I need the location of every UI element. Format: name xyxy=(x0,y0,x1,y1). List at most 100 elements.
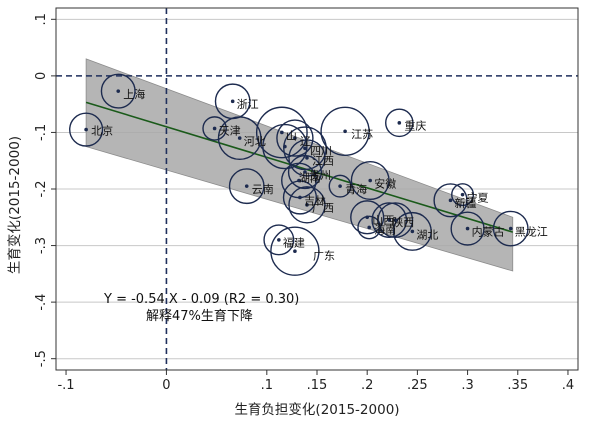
point-bubble xyxy=(320,106,370,157)
explained-share-note: 解释47%生育下降 xyxy=(146,308,253,324)
point-marker xyxy=(244,184,249,188)
point-label: 河北 xyxy=(244,135,266,148)
point-bubble xyxy=(217,116,262,160)
point-marker xyxy=(338,184,342,188)
point-label: 新疆 xyxy=(455,196,477,210)
point-marker xyxy=(303,146,307,151)
point-bubble xyxy=(276,119,314,157)
point-bubble xyxy=(263,224,295,256)
fit-line-layer xyxy=(85,101,513,233)
data-point xyxy=(450,211,485,246)
point-label: 贵州 xyxy=(309,169,331,182)
point-label: 内蒙古 xyxy=(472,224,505,238)
y-tick-label: -.2 xyxy=(34,180,49,197)
x-tick-label: .2 xyxy=(361,378,373,393)
point-label: 安徽 xyxy=(374,176,396,190)
x-tick-label: .35 xyxy=(507,378,528,393)
x-axis-ticks: -.1 0 .1 .15 .2 .25 .3 .35 .4 xyxy=(57,370,574,393)
point-marker xyxy=(303,170,307,174)
y-tick-label: -.4 xyxy=(34,294,49,311)
y-tick-label: -.5 xyxy=(34,350,49,367)
y-axis-ticks: .1 0 -.1 -.2 -.3 -.4 -.5 xyxy=(34,13,56,367)
point-bubble xyxy=(328,174,352,198)
point-bubble xyxy=(385,108,414,138)
y-tick-label: 0 xyxy=(34,72,49,80)
point-marker xyxy=(465,226,470,231)
data-point xyxy=(228,168,265,205)
data-point xyxy=(100,73,136,109)
data-point xyxy=(320,106,370,157)
point-marker xyxy=(305,156,309,160)
regression-equation: Y = -0.54 X - 0.09 (R2 = 0.30) xyxy=(103,292,299,307)
data-point xyxy=(69,112,104,147)
y-axis-label: 生育变化(2015-2000) xyxy=(7,136,23,274)
data-point xyxy=(385,108,414,138)
data-point xyxy=(263,224,295,256)
point-bubble xyxy=(202,116,227,141)
point-label: 吉林 xyxy=(304,193,326,207)
fit-line xyxy=(85,101,513,233)
point-marker xyxy=(230,99,235,104)
point-bubble xyxy=(450,211,485,246)
point-marker xyxy=(367,225,372,230)
point-label: 上海 xyxy=(123,87,145,101)
point-label: 青海 xyxy=(345,182,367,196)
point-bubble xyxy=(350,200,385,235)
data-point xyxy=(451,183,475,207)
point-marker xyxy=(212,126,217,131)
point-label: 山 xyxy=(286,129,297,142)
point-marker xyxy=(305,203,309,207)
x-tick-label: .15 xyxy=(307,378,328,393)
point-bubble xyxy=(283,126,327,171)
data-point xyxy=(288,186,326,224)
point-label: 海南 xyxy=(374,223,396,237)
x-tick-label: .25 xyxy=(407,378,428,393)
point-label: 浙江 xyxy=(237,98,259,111)
point-marker xyxy=(116,89,121,93)
point-bubble xyxy=(350,161,390,201)
point-bubble xyxy=(287,154,323,190)
point-bubble xyxy=(255,106,308,159)
x-tick-label: .1 xyxy=(261,378,273,393)
point-bubble xyxy=(288,139,326,177)
point-label: 宁夏 xyxy=(467,190,489,204)
point-marker xyxy=(277,238,281,242)
point-bubble xyxy=(228,168,265,205)
point-marker xyxy=(280,130,284,135)
data-point xyxy=(392,211,432,251)
point-label: 北京 xyxy=(91,124,113,138)
point-label: 山西 xyxy=(372,214,394,227)
point-marker xyxy=(410,229,415,234)
reference-lines xyxy=(56,8,578,370)
point-bubble xyxy=(392,211,432,251)
data-point xyxy=(217,116,262,160)
point-bubble xyxy=(492,210,529,247)
point-label: 湖南 xyxy=(299,172,321,185)
point-marker xyxy=(237,136,242,140)
point-bubble xyxy=(262,123,308,170)
point-bubble xyxy=(69,112,104,147)
point-bubble xyxy=(100,73,136,109)
data-point xyxy=(202,116,227,141)
point-bubble xyxy=(377,202,414,239)
data-point xyxy=(282,180,318,215)
point-bubble xyxy=(371,202,408,239)
point-label: 广东 xyxy=(313,250,335,263)
data-point xyxy=(287,154,323,190)
data-point xyxy=(283,126,327,171)
data-point xyxy=(328,174,352,198)
point-marker xyxy=(368,178,373,183)
data-point xyxy=(255,106,308,159)
x-tick-label: 0 xyxy=(162,378,170,393)
point-label: 江苏 xyxy=(351,128,373,141)
point-label: 陕西 xyxy=(392,215,414,229)
point-marker xyxy=(448,198,453,203)
point-marker xyxy=(84,127,88,132)
point-label: 辽 xyxy=(300,135,311,148)
point-marker xyxy=(298,195,302,200)
data-point xyxy=(350,161,390,201)
point-marker xyxy=(508,226,513,231)
x-axis-label: 生育负担变化(2015-2000) xyxy=(234,402,399,418)
point-marker xyxy=(293,136,297,140)
